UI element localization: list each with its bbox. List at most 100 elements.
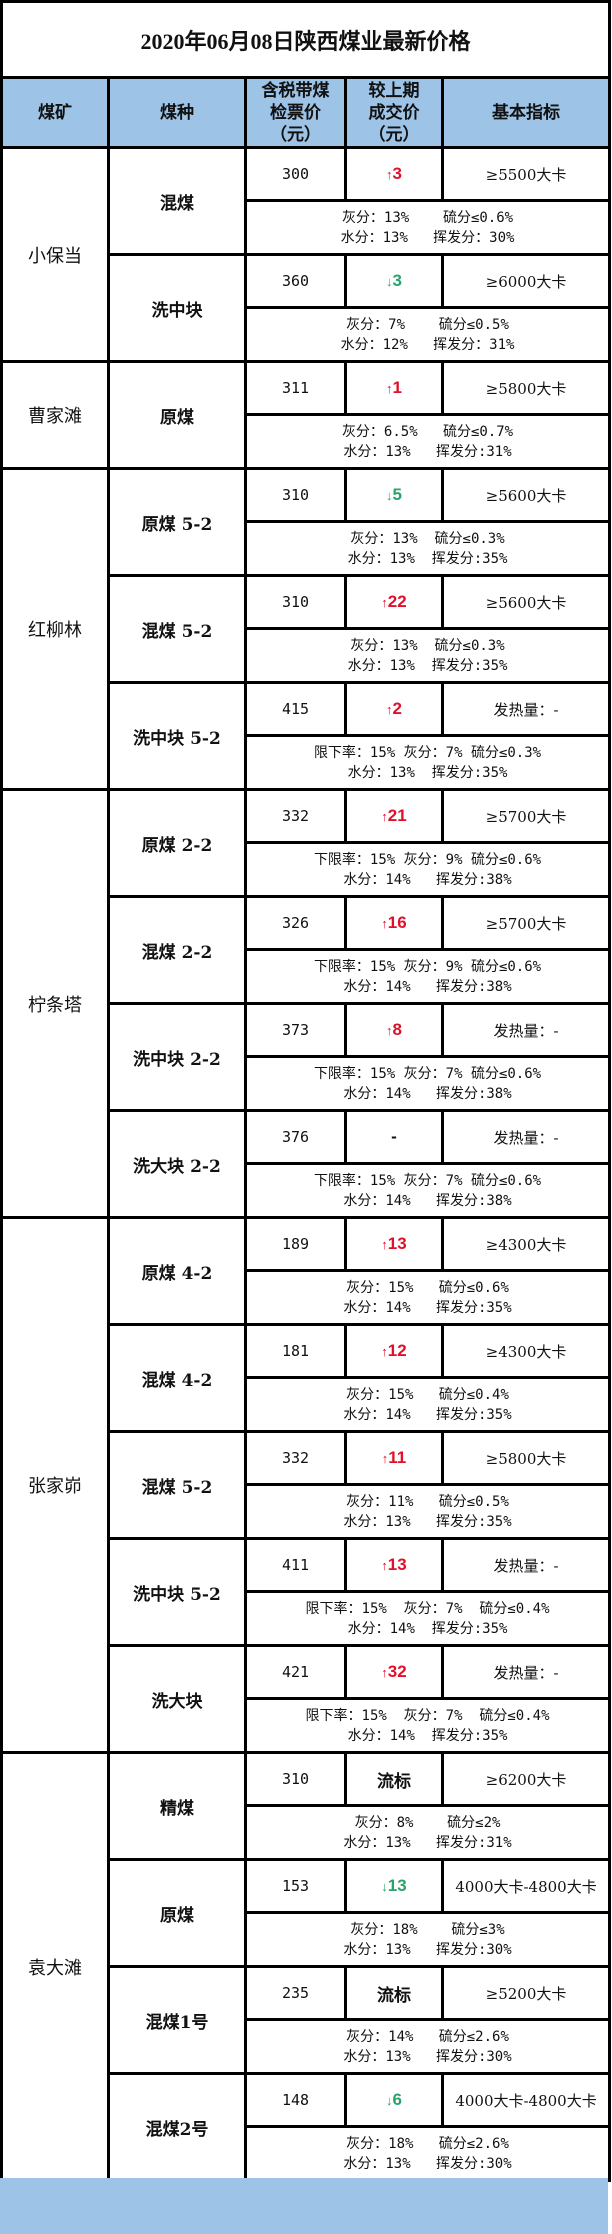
header-mine: 煤矿 (0, 76, 110, 149)
coal-kind: 原煤 (107, 1858, 247, 1968)
mine-name: 小保当 (0, 146, 110, 363)
change-value: 5 (392, 485, 402, 504)
table-row-detail: 灰分：6.5% 硫分≤0.7% 水分：13% 挥发分:31% (2, 413, 612, 470)
change-value: 流标 (377, 1771, 411, 1791)
calorific-spec: ≥6000大卡 (440, 253, 612, 309)
price-value: 311 (244, 360, 347, 416)
table-row-detail: 限下率：15% 灰分：7% 硫分≤0.4% 水分：14% 挥发分:35% (2, 1697, 612, 1754)
table-row-price: 洗中块 360 ↓3 ≥6000大卡 (2, 253, 612, 363)
price-value: 310 (244, 1751, 347, 1807)
page-title: 2020年06月08日陕西煤业最新价格 (0, 0, 612, 79)
coal-kind: 洗中块 5-2 (107, 1537, 247, 1647)
table-row-detail: 灰分：13% 硫分≤0.6% 水分：13% 挥发分：30% (2, 199, 612, 256)
price-value: 326 (244, 895, 347, 951)
mine-name: 红柳林 (0, 467, 110, 791)
indicator-line: 灰分：6.5% 硫分≤0.7% (341, 423, 514, 440)
arrow-down-icon: ↓ (386, 274, 393, 289)
price-change: ↑13 (344, 1537, 444, 1593)
indicator-line: 灰分：15% 硫分≤0.6% (346, 1279, 509, 1296)
table-row-detail: 下限率：15% 灰分：9% 硫分≤0.6% 水分：14% 挥发分:38% (2, 841, 612, 898)
indicator-line: 限下率：15% 灰分：7% 硫分≤0.4% (305, 1600, 550, 1617)
indicator-line: 水分：14% 挥发分:35% (343, 1406, 512, 1423)
quality-indicators: 灰分：18% 硫分≤3% 水分：13% 挥发分:30% (243, 1911, 612, 1968)
price-value: 310 (244, 574, 347, 630)
price-change: ↑13 (344, 1216, 444, 1272)
change-value: 21 (387, 806, 407, 825)
mine-name: 柠条塔 (0, 788, 110, 1219)
price-value: 415 (244, 681, 347, 737)
price-value: 373 (244, 1002, 347, 1058)
calorific-spec: 发热量：- (440, 1537, 612, 1593)
quality-indicators: 灰分：11% 硫分≤0.5% 水分：13% 挥发分:35% (243, 1483, 612, 1540)
arrow-down-icon: ↓ (381, 1879, 388, 1894)
price-change: ↑22 (344, 574, 444, 630)
price-value: 181 (244, 1323, 347, 1379)
table-row-price: 混煤 4-2 181 ↑12 ≥4300大卡 (2, 1323, 612, 1433)
coal-kind: 混煤1号 (107, 1965, 247, 2075)
header-change-line: （元） (368, 124, 420, 145)
price-change: ↑12 (344, 1323, 444, 1379)
calorific-spec: ≥6200大卡 (440, 1751, 612, 1807)
quality-indicators: 灰分：15% 硫分≤0.4% 水分：14% 挥发分:35% (243, 1376, 612, 1433)
change-value: 22 (387, 592, 407, 611)
coal-kind: 混煤 5-2 (107, 1430, 247, 1540)
calorific-spec: 4000大卡-4800大卡 (440, 2072, 612, 2128)
calorific-spec: ≥5600大卡 (440, 467, 612, 523)
indicator-line: 灰分：13% 硫分≤0.6% (341, 209, 514, 226)
indicator-line: 水分：13% 挥发分:31% (343, 1834, 512, 1851)
change-value: 12 (387, 1341, 407, 1360)
table-row-price: 洗中块 5-2 411 ↑13 发热量：- (2, 1537, 612, 1647)
change-value: 13 (387, 1555, 407, 1574)
table-row-price: 混煤1号 235 流标 ≥5200大卡 (2, 1965, 612, 2075)
arrow-up-icon: ↑ (386, 167, 393, 182)
header-kind: 煤种 (107, 76, 247, 149)
header-price: 含税带煤 检票价 （元） (244, 76, 347, 149)
table-row-detail: 限下率：15% 灰分：7% 硫分≤0.3% 水分：13% 挥发分:35% (2, 734, 612, 791)
table-row-detail: 灰分：13% 硫分≤0.3% 水分：13% 挥发分:35% (2, 627, 612, 684)
indicator-line: 水分：13% 挥发分：30% (340, 229, 515, 246)
coal-kind: 原煤 (107, 360, 247, 470)
calorific-spec: ≥4300大卡 (440, 1323, 612, 1379)
price-value: 189 (244, 1216, 347, 1272)
change-value: 16 (387, 913, 407, 932)
price-change: ↑11 (344, 1430, 444, 1486)
table-row-detail: 下限率：15% 灰分：7% 硫分≤0.6% 水分：14% 挥发分:38% (2, 1162, 612, 1219)
quality-indicators: 灰分：15% 硫分≤0.6% 水分：14% 挥发分:35% (243, 1269, 612, 1326)
header-price-line: 检票价 (270, 102, 321, 123)
quality-indicators: 限下率：15% 灰分：7% 硫分≤0.4% 水分：14% 挥发分:35% (243, 1590, 612, 1647)
calorific-spec: ≥4300大卡 (440, 1216, 612, 1272)
indicator-line: 下限率：15% 灰分：9% 硫分≤0.6% (313, 851, 542, 868)
coal-kind: 洗大块 2-2 (107, 1109, 247, 1219)
table-row-detail: 灰分：18% 硫分≤3% 水分：13% 挥发分:30% (2, 1911, 612, 1968)
quality-indicators: 灰分：13% 硫分≤0.3% 水分：13% 挥发分:35% (243, 520, 612, 577)
arrow-up-icon: ↑ (381, 916, 388, 931)
header-price-line: （元） (270, 124, 321, 145)
table-row-detail: 灰分：8% 硫分≤2% 水分：13% 挥发分:31% (2, 1804, 612, 1861)
table-row-price: 红柳林 原煤 5-2 310 ↓5 ≥5600大卡 (0, 467, 612, 791)
table-row-price: 混煤 2-2 326 ↑16 ≥5700大卡 (2, 895, 612, 1005)
indicator-line: 灰分：13% 硫分≤0.3% (350, 530, 505, 547)
change-value: 流标 (377, 1985, 411, 2005)
indicator-line: 灰分：18% 硫分≤2.6% (346, 2135, 509, 2152)
price-value: 148 (244, 2072, 347, 2128)
price-change: - (344, 1109, 444, 1165)
price-change: ↑2 (344, 681, 444, 737)
indicator-line: 灰分：18% 硫分≤3% (350, 1921, 505, 1938)
coal-kind: 混煤 (107, 146, 247, 256)
price-value: 153 (244, 1858, 347, 1914)
quality-indicators: 灰分：13% 硫分≤0.3% 水分：13% 挥发分:35% (243, 627, 612, 684)
coal-kind: 原煤 4-2 (107, 1216, 247, 1326)
coal-kind: 洗中块 (107, 253, 247, 363)
indicator-line: 水分：13% 挥发分:30% (343, 1941, 512, 1958)
arrow-up-icon: ↑ (381, 595, 388, 610)
calorific-spec: 发热量：- (440, 1644, 612, 1700)
coal-kind: 洗大块 (107, 1644, 247, 1754)
price-value: 376 (244, 1109, 347, 1165)
calorific-spec: ≥5600大卡 (440, 574, 612, 630)
price-change: 流标 (344, 1965, 444, 2021)
price-change: ↑3 (344, 146, 444, 202)
indicator-line: 下限率：15% 灰分：7% 硫分≤0.6% (313, 1172, 542, 1189)
price-value: 332 (244, 788, 347, 844)
calorific-spec: ≥5800大卡 (440, 1430, 612, 1486)
mine-name: 张家峁 (0, 1216, 110, 1754)
